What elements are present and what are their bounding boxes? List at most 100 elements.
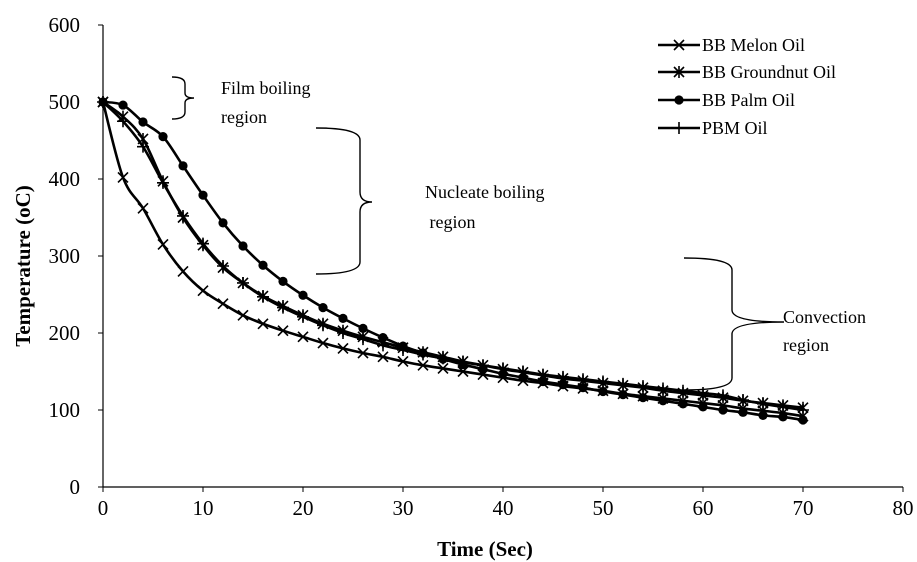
data-point bbox=[157, 176, 169, 189]
data-point bbox=[457, 356, 469, 369]
data-point bbox=[318, 302, 328, 313]
axis-titles: Time (Sec) Temperature (oC) bbox=[11, 185, 533, 561]
data-point bbox=[138, 117, 148, 127]
series-line bbox=[102, 100, 804, 422]
data-point bbox=[738, 407, 748, 417]
data-point bbox=[417, 359, 429, 371]
data-point bbox=[338, 313, 348, 323]
data-point bbox=[377, 351, 389, 363]
x-axis-title: Time (Sec) bbox=[437, 537, 533, 561]
data-point bbox=[237, 276, 249, 289]
tick-labels: 0 10 20 30 40 50 60 70 80 0 100 200 300 400 500 600 bbox=[49, 13, 914, 520]
data-point bbox=[358, 323, 368, 333]
data-point bbox=[178, 161, 188, 171]
data-point bbox=[97, 96, 109, 108]
x-tick-label: 50 bbox=[593, 496, 614, 520]
data-point bbox=[497, 362, 509, 375]
x-tick-label: 60 bbox=[693, 496, 714, 520]
y-tick-label: 600 bbox=[49, 13, 81, 37]
data-point bbox=[157, 238, 169, 251]
data-point bbox=[197, 285, 209, 297]
data-point bbox=[673, 66, 685, 78]
data-point bbox=[557, 370, 569, 383]
x-tick-label: 0 bbox=[98, 496, 109, 520]
data-point bbox=[638, 393, 648, 403]
data-point bbox=[673, 122, 685, 134]
data-point bbox=[718, 405, 728, 415]
annotation-text: Convection region bbox=[783, 307, 866, 355]
data-point bbox=[678, 399, 688, 409]
legend-label: PBM Oil bbox=[702, 118, 768, 138]
data-point bbox=[417, 348, 429, 361]
y-tick-label: 200 bbox=[49, 321, 81, 345]
annotation-text: Nucleate boiling region bbox=[425, 182, 544, 232]
data-point bbox=[238, 241, 248, 251]
x-tick-label: 40 bbox=[493, 496, 514, 520]
data-point bbox=[457, 365, 469, 378]
x-tick-label: 70 bbox=[793, 496, 814, 520]
data-point bbox=[117, 115, 129, 128]
legend-label: BB Groundnut Oil bbox=[702, 62, 836, 82]
data-point bbox=[297, 310, 309, 323]
x-tick-label: 80 bbox=[893, 496, 914, 520]
data-point bbox=[217, 298, 229, 310]
data-point bbox=[777, 400, 789, 413]
data-point bbox=[197, 237, 209, 250]
legend: BB Melon Oil BB Groundnut Oil BB Palm Oil P… bbox=[658, 35, 836, 138]
y-tick-label: 300 bbox=[49, 244, 81, 268]
data-point bbox=[757, 397, 769, 410]
data-point bbox=[597, 375, 609, 388]
data-point bbox=[698, 402, 708, 412]
data-point bbox=[517, 365, 529, 378]
data-point bbox=[277, 301, 289, 314]
data-point bbox=[437, 362, 449, 374]
data-point bbox=[577, 373, 589, 386]
data-point bbox=[257, 318, 269, 330]
data-point bbox=[758, 410, 768, 420]
data-point bbox=[137, 140, 149, 153]
data-point bbox=[378, 333, 388, 343]
film-boiling-brace bbox=[171, 76, 195, 120]
annotation-text: Film boiling region bbox=[221, 78, 311, 127]
data-point bbox=[637, 380, 649, 393]
data-point bbox=[257, 290, 269, 303]
data-point bbox=[674, 95, 684, 105]
data-point bbox=[297, 331, 309, 343]
data-point bbox=[437, 352, 449, 365]
y-tick-label: 100 bbox=[49, 398, 81, 422]
data-point bbox=[118, 100, 128, 110]
data-point bbox=[477, 359, 489, 372]
y-tick-label: 400 bbox=[49, 167, 81, 191]
data-point bbox=[198, 190, 208, 200]
data-point bbox=[397, 343, 409, 356]
series-layer bbox=[97, 96, 809, 425]
data-point bbox=[137, 202, 149, 214]
series-bb-palm-oil bbox=[98, 97, 808, 425]
legend-item: BB Palm Oil bbox=[658, 90, 795, 110]
data-point bbox=[538, 376, 548, 387]
data-point bbox=[317, 337, 329, 349]
data-point bbox=[618, 390, 628, 400]
y-tick-label: 500 bbox=[49, 90, 81, 114]
y-axis-title: Temperature (oC) bbox=[11, 185, 35, 347]
legend-item: BB Groundnut Oil bbox=[658, 62, 836, 82]
data-point bbox=[357, 347, 369, 359]
data-point bbox=[518, 373, 528, 383]
data-point bbox=[337, 327, 349, 339]
data-point bbox=[558, 379, 568, 390]
data-point bbox=[657, 382, 669, 395]
data-point bbox=[357, 333, 369, 346]
data-point bbox=[217, 260, 229, 273]
data-point bbox=[677, 384, 689, 397]
data-point bbox=[617, 377, 629, 390]
data-point bbox=[317, 319, 329, 332]
y-tick-label: 0 bbox=[70, 475, 81, 499]
data-point bbox=[717, 389, 729, 402]
x-tick-label: 20 bbox=[293, 496, 314, 520]
series-bb-groundnut-oil bbox=[97, 96, 809, 414]
data-point bbox=[278, 276, 288, 287]
data-point bbox=[578, 383, 588, 393]
series-line bbox=[102, 101, 804, 412]
data-point bbox=[177, 265, 189, 277]
